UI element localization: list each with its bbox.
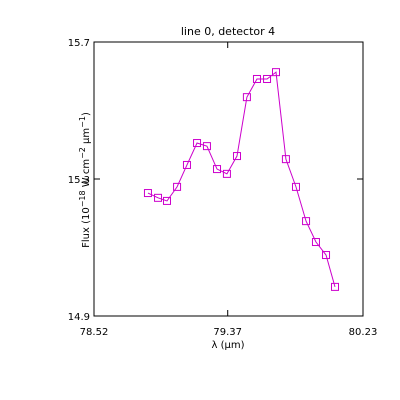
data-marker: [311, 238, 320, 247]
y-label-part: W cm: [81, 159, 92, 190]
x-tick-label: 78.52: [80, 327, 109, 338]
data-marker: [143, 189, 152, 198]
x-tick-label: 80.23: [349, 327, 378, 338]
data-marker: [291, 182, 300, 191]
data-marker: [232, 152, 241, 161]
y-tick-label: 14.9: [68, 312, 90, 323]
x-axis-label: λ (μm): [211, 340, 244, 351]
y-label-part: −18: [78, 190, 87, 207]
data-marker: [272, 68, 281, 77]
y-tick-label: 15.7: [68, 38, 90, 49]
y-axis-label: Flux (10−18 W cm−2 μm−1): [78, 112, 92, 248]
data-marker: [173, 182, 182, 191]
data-marker: [322, 251, 331, 260]
x-tick-label: 79.37: [213, 327, 242, 338]
data-marker: [202, 142, 211, 151]
data-marker: [263, 74, 272, 83]
data-marker: [281, 155, 290, 164]
data-marker: [252, 74, 261, 83]
plot-frame: [93, 41, 364, 317]
data-marker: [193, 139, 202, 148]
y-tick-label: 15.3: [68, 175, 90, 186]
y-label-part: μm: [81, 128, 92, 147]
data-marker: [154, 193, 163, 202]
data-marker: [182, 160, 191, 169]
y-label-part: −2: [78, 147, 87, 159]
y-label-part: −1: [78, 116, 87, 128]
data-line: [147, 71, 336, 288]
data-marker: [242, 93, 251, 102]
data-marker: [330, 282, 339, 291]
data-marker: [162, 196, 171, 205]
y-label-part: ): [81, 112, 92, 116]
data-marker: [213, 165, 222, 174]
data-marker: [222, 169, 231, 178]
y-label-part: Flux (10: [81, 207, 92, 248]
data-marker: [302, 217, 311, 226]
chart-title: line 0, detector 4: [181, 25, 275, 38]
